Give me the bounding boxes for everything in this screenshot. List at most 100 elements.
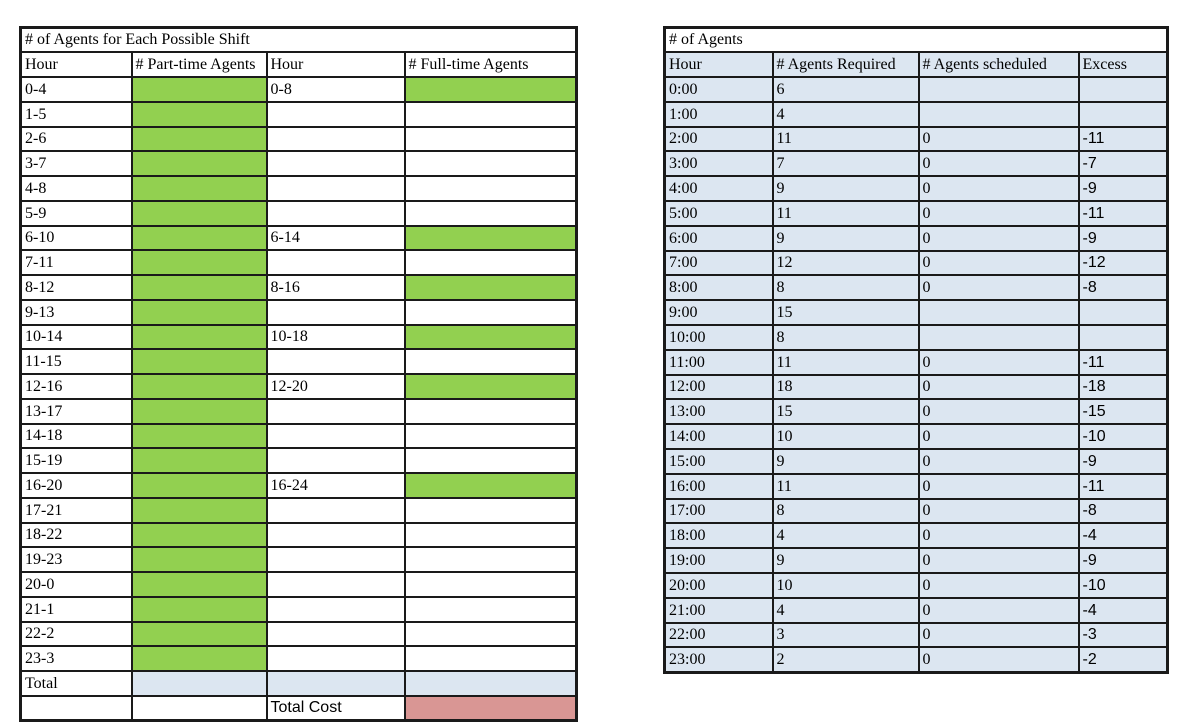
hour-cell: 23:00 (663, 646, 774, 674)
shift-table-row: 9-13 (19, 298, 578, 326)
agents-table-row: 22:00 3 0 -3 (663, 621, 1169, 649)
shift-table-row: 21-1 (19, 595, 578, 623)
full-time-shift-label (265, 298, 406, 326)
agents-scheduled-cell (917, 324, 1080, 351)
part-time-agents-input-cell[interactable] (130, 447, 268, 474)
excess-cell: -9 (1077, 175, 1169, 203)
agents-table-row: 3:00 7 0 -7 (663, 150, 1169, 178)
part-time-agents-input-cell[interactable] (130, 546, 268, 573)
excess-cell: -8 (1077, 274, 1169, 302)
shift-table-body: 0-4 0-8 1-5 2-6 3-7 4-8 5-9 6-10 6-14 7-11 8-12 8-1… (19, 76, 578, 672)
part-time-shift-label: 8-12 (19, 274, 133, 301)
full-time-agents-input-cell (403, 422, 578, 450)
part-time-agents-input-cell[interactable] (130, 373, 268, 400)
agents-required-cell: 9 (771, 175, 920, 203)
part-time-agents-input-cell[interactable] (130, 595, 268, 623)
part-time-shift-label: 4-8 (19, 175, 133, 202)
hour-cell: 6:00 (663, 224, 774, 252)
hour-cell: 12:00 (663, 373, 774, 401)
shift-table-row: 8-12 8-16 (19, 274, 578, 301)
agents-required-cell: 10 (771, 423, 920, 451)
full-time-shift-label (265, 125, 406, 153)
part-time-shift-label: 17-21 (19, 496, 133, 524)
part-time-agents-input-cell[interactable] (130, 348, 268, 375)
part-time-agents-input-cell[interactable] (130, 150, 268, 177)
full-time-agents-input-cell[interactable] (403, 323, 578, 351)
full-time-shift-label (265, 571, 406, 598)
hour-cell: 15:00 (663, 448, 774, 475)
part-time-agents-input-cell[interactable] (130, 397, 268, 425)
full-time-agents-input-cell[interactable] (403, 373, 578, 400)
excess-cell: -12 (1077, 249, 1169, 277)
agents-required-cell: 4 (771, 596, 920, 624)
agents-table-row: 6:00 9 0 -9 (663, 224, 1169, 252)
part-time-agents-input-cell[interactable] (130, 422, 268, 450)
full-time-agents-input-cell[interactable] (403, 76, 578, 103)
agents-table-row: 14:00 10 0 -10 (663, 423, 1169, 451)
part-time-agents-input-cell[interactable] (130, 199, 268, 227)
full-time-agents-input-cell (403, 175, 578, 202)
part-time-shift-label: 16-20 (19, 472, 133, 499)
agents-scheduled-cell: 0 (917, 497, 1080, 525)
part-time-agents-input-cell[interactable] (130, 298, 268, 326)
part-time-agents-input-cell[interactable] (130, 645, 268, 672)
part-time-agents-input-cell[interactable] (130, 125, 268, 153)
full-time-shift-label: 0-8 (265, 76, 406, 103)
part-time-agents-input-cell[interactable] (130, 521, 268, 549)
agents-scheduled-cell: 0 (917, 423, 1080, 451)
part-time-agents-input-cell[interactable] (130, 175, 268, 202)
part-time-agents-input-cell[interactable] (130, 100, 268, 128)
part-time-agents-input-cell[interactable] (130, 620, 268, 648)
agents-table-row: 4:00 9 0 -9 (663, 175, 1169, 203)
hour-cell: 1:00 (663, 100, 774, 128)
shift-total-cost-row: Total Cost (19, 694, 578, 722)
agents-scheduled-cell: 0 (917, 646, 1080, 674)
agents-table-head: # of Agents Hour # Agents Required # Age… (663, 26, 1169, 79)
full-time-agents-input-cell (403, 150, 578, 177)
part-time-agents-input-cell[interactable] (130, 571, 268, 598)
agents-table-title-row: # of Agents (663, 26, 1169, 54)
shift-table-header-row: Hour # Part-time Agents Hour # Full-time… (19, 51, 578, 78)
part-time-shift-label: 21-1 (19, 595, 133, 623)
part-time-shift-label: 22-2 (19, 620, 133, 648)
agents-scheduled-cell: 0 (917, 398, 1080, 426)
agents-required-cell: 15 (771, 398, 920, 426)
full-time-shift-label: 12-20 (265, 373, 406, 400)
full-time-agents-input-cell (403, 496, 578, 524)
excess-cell: -11 (1077, 348, 1169, 376)
agents-required-cell: 12 (771, 249, 920, 277)
header-part-time-agents: # Part-time Agents (130, 51, 268, 78)
shift-table-row: 0-4 0-8 (19, 76, 578, 103)
full-time-agents-input-cell (403, 249, 578, 276)
excess-cell (1077, 100, 1169, 128)
agents-scheduled-cell (917, 76, 1080, 103)
part-time-agents-input-cell[interactable] (130, 472, 268, 499)
full-time-agents-input-cell[interactable] (403, 274, 578, 301)
full-time-agents-input-cell (403, 645, 578, 672)
part-time-agents-input-cell[interactable] (130, 323, 268, 351)
full-time-agents-input-cell[interactable] (403, 472, 578, 499)
full-time-shift-label (265, 595, 406, 623)
full-time-agents-input-cell[interactable] (403, 224, 578, 252)
part-time-agents-input-cell[interactable] (130, 249, 268, 276)
header-excess: Excess (1077, 51, 1169, 79)
part-time-agents-input-cell[interactable] (130, 224, 268, 252)
header-agents-required: # Agents Required (771, 51, 920, 79)
agents-required-cell: 2 (771, 646, 920, 674)
agents-scheduled-cell: 0 (917, 150, 1080, 178)
agents-scheduled-cell: 0 (917, 125, 1080, 153)
part-time-agents-input-cell[interactable] (130, 496, 268, 524)
full-time-shift-label (265, 249, 406, 276)
hour-cell: 7:00 (663, 249, 774, 277)
agents-required-cell: 8 (771, 274, 920, 302)
shift-table-row: 20-0 (19, 571, 578, 598)
part-time-shift-label: 12-16 (19, 373, 133, 400)
agents-required-cell: 4 (771, 100, 920, 128)
part-time-agents-input-cell[interactable] (130, 274, 268, 301)
part-time-agents-input-cell[interactable] (130, 76, 268, 103)
shift-table-row: 2-6 (19, 125, 578, 153)
full-time-shift-label (265, 620, 406, 648)
agents-table-row: 15:00 9 0 -9 (663, 448, 1169, 475)
full-time-shift-label (265, 422, 406, 450)
part-time-shift-label: 7-11 (19, 249, 133, 276)
